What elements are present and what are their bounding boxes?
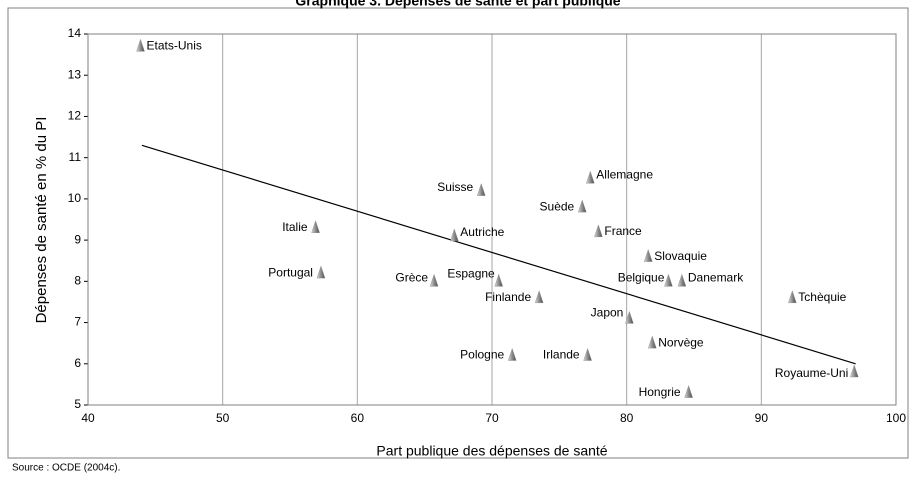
point: [507, 347, 517, 361]
point-label: Danemark: [688, 271, 744, 285]
x-tick-label: 100: [886, 411, 906, 425]
y-tick-label: 7: [74, 315, 81, 329]
point-label: Belgique: [618, 271, 665, 285]
trendline: [141, 144, 856, 365]
x-tick-label: 60: [351, 411, 365, 425]
plot-border: [87, 33, 897, 406]
point: [647, 335, 657, 349]
point-label: Hongrie: [639, 385, 681, 399]
y-tick-label: 5: [74, 397, 81, 411]
point-label: Finlande: [485, 290, 531, 304]
point: [788, 290, 797, 304]
point: [849, 364, 859, 378]
x-tick-label: 40: [81, 411, 95, 425]
source: Source : OCDE (2004c).: [12, 463, 120, 474]
y-tick-label: 6: [74, 356, 81, 370]
y-tick-label: 11: [69, 150, 82, 164]
point-label: Portugal: [268, 265, 313, 279]
point-label: Italie: [282, 220, 308, 234]
x-tick-label: 50: [216, 411, 230, 425]
point-label: Tchèquie: [798, 290, 846, 304]
point: [583, 347, 592, 361]
y-tick-label: 12: [68, 109, 82, 123]
point: [625, 310, 634, 324]
y-tick-label: 9: [74, 232, 81, 246]
point: [494, 273, 504, 287]
point: [677, 273, 687, 287]
point-label: Espagne: [447, 267, 495, 281]
frame: [7, 7, 909, 459]
point: [684, 385, 693, 398]
point: [664, 273, 673, 287]
point: [594, 224, 603, 238]
point-label: Etats-Unis: [147, 39, 202, 53]
x-tick-label: 90: [755, 411, 769, 425]
point-label: Grèce: [395, 271, 428, 285]
y-axis-title: Dépenses de santé en % du PI: [33, 117, 50, 324]
point: [316, 265, 326, 279]
point: [429, 273, 439, 287]
y-tick-label: 13: [68, 67, 82, 81]
point: [476, 183, 486, 196]
point-label: France: [604, 224, 642, 238]
point-label: Norvège: [658, 335, 704, 349]
y-tick-label: 14: [68, 26, 82, 40]
point-label: Japon: [591, 306, 624, 320]
x-tick-label: 80: [620, 411, 634, 425]
point-label: Suède: [540, 199, 575, 213]
x-tick-label: 70: [485, 411, 499, 425]
point: [577, 199, 587, 213]
y-tick-label: 10: [68, 191, 82, 205]
point-label: Irlande: [543, 348, 580, 362]
point-label: Autriche: [460, 225, 504, 239]
point: [534, 290, 544, 304]
point: [136, 38, 145, 52]
point-label: Pologne: [460, 348, 504, 362]
point: [643, 248, 653, 262]
point-label: Royaume-Uni: [775, 366, 848, 380]
point-label: Allemagne: [596, 167, 653, 181]
point-label: Suisse: [437, 180, 473, 194]
x-axis-title: Part publique des dépenses de santé: [376, 443, 607, 459]
point: [311, 220, 320, 233]
y-tick-label: 8: [74, 274, 81, 288]
point: [586, 170, 595, 184]
point: [450, 228, 459, 242]
point-label: Slovaquie: [654, 249, 707, 263]
chart-title: Graphique 3. Dépenses de santé et part p…: [295, 0, 620, 9]
